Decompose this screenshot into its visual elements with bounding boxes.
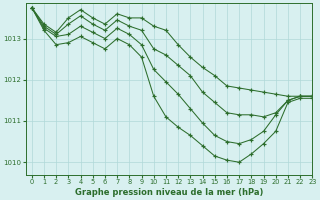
X-axis label: Graphe pression niveau de la mer (hPa): Graphe pression niveau de la mer (hPa) — [75, 188, 263, 197]
